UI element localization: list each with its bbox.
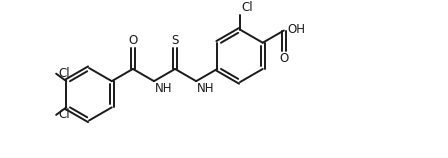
Text: NH: NH bbox=[155, 82, 172, 95]
Text: O: O bbox=[128, 34, 138, 47]
Text: Cl: Cl bbox=[241, 1, 253, 14]
Text: NH: NH bbox=[197, 82, 215, 95]
Text: S: S bbox=[172, 34, 179, 47]
Text: O: O bbox=[279, 52, 289, 65]
Text: Cl: Cl bbox=[58, 108, 69, 121]
Text: OH: OH bbox=[288, 23, 306, 36]
Text: Cl: Cl bbox=[58, 67, 69, 80]
